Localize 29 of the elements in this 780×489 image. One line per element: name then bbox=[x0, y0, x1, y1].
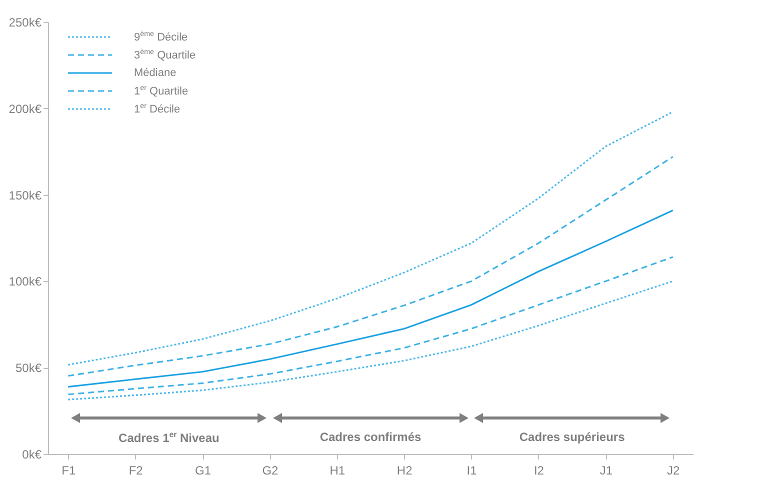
line-series bbox=[67, 256, 674, 396]
legend-label: 1$^{er}$ Décile bbox=[134, 102, 180, 116]
x-tick-label: J1 bbox=[600, 464, 613, 478]
y-tick-label: 0k€ bbox=[22, 448, 42, 462]
x-tick-label: G1 bbox=[195, 464, 212, 478]
x-tick-label: G2 bbox=[262, 464, 279, 478]
x-tick-label: I1 bbox=[466, 464, 478, 478]
y-tick-label: 150k€ bbox=[8, 188, 42, 202]
x-tick-label: H1 bbox=[330, 464, 346, 478]
y-tick-label: 100k€ bbox=[8, 274, 42, 289]
legend-label: 3$^{ème}$ Quartile bbox=[134, 48, 196, 62]
x-tick-label: I2 bbox=[534, 464, 544, 478]
line-series bbox=[67, 210, 674, 388]
y-tick-label: 200k€ bbox=[8, 102, 42, 116]
line-series bbox=[67, 156, 674, 377]
annotation: Cadres 1$^{er}$ Niveau bbox=[118, 430, 220, 445]
x-tick-label: F2 bbox=[128, 464, 144, 478]
line-series bbox=[67, 280, 674, 400]
x-tick-label: J2 bbox=[667, 464, 680, 478]
annotation: Cadres supérieurs bbox=[519, 430, 625, 444]
annotation: Cadres confirmés bbox=[320, 430, 422, 444]
x-tick-label: H2 bbox=[396, 464, 413, 478]
line-series bbox=[67, 111, 674, 366]
legend-label: 9$^{ème}$ Décile bbox=[134, 30, 188, 44]
legend-label: Médiane bbox=[134, 67, 176, 79]
y-tick-label: 50k€ bbox=[15, 361, 42, 376]
x-tick-label: F1 bbox=[62, 464, 76, 478]
y-tick-label: 250k€ bbox=[8, 16, 42, 30]
legend-label: 1$^{er}$ Quartile bbox=[134, 84, 188, 98]
